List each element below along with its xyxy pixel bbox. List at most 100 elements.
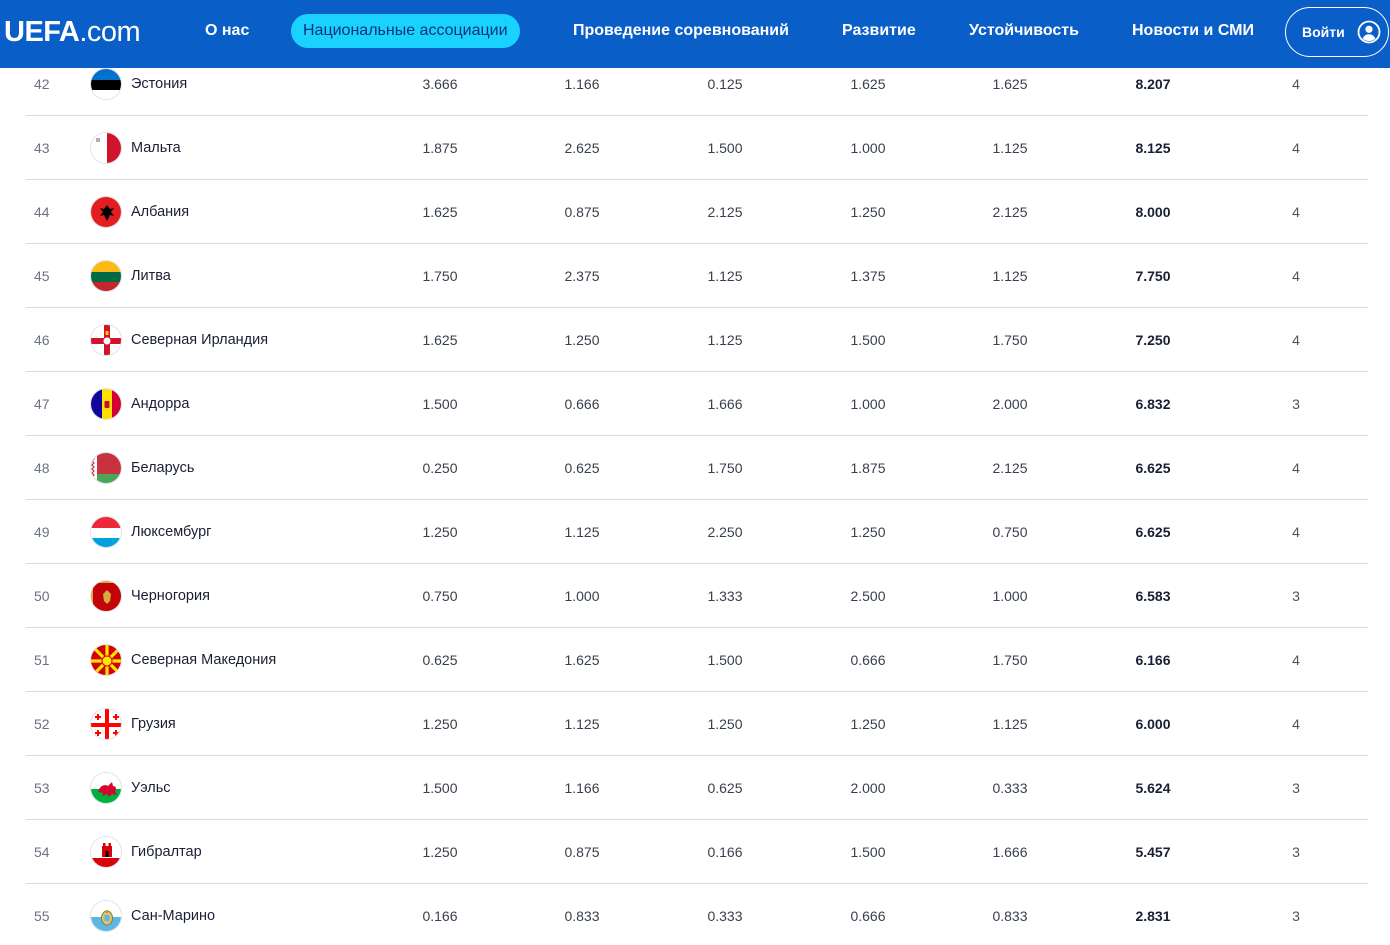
- score-cell-1: 1.625: [422, 204, 458, 220]
- table-row[interactable]: 53 Уэльс 1.500 1.166 0.625 2.000 0.333 5.624 3: [0, 756, 1390, 820]
- rank-cell: 47: [34, 396, 50, 412]
- score-cell-2: 0.625: [564, 460, 600, 476]
- table-row[interactable]: 46 Северная Ирландия 1.625 1.250 1.125 1.500 1…: [0, 308, 1390, 372]
- score-cell-5: 1.625: [992, 76, 1028, 92]
- country-name[interactable]: Мальта: [131, 140, 181, 156]
- country-name[interactable]: Эстония: [131, 76, 188, 92]
- nav-item-competitions[interactable]: Проведение соревнований: [573, 22, 789, 39]
- score-cell-2: 0.875: [564, 204, 600, 220]
- row-divider: [26, 691, 1368, 692]
- count-cell: 3: [1292, 588, 1300, 604]
- score-cell-2: 2.375: [564, 268, 600, 284]
- table-row[interactable]: 52 Грузия 1.250 1.125 1.250 1.250 1.125 6.000 4: [0, 692, 1390, 756]
- score-cell-2: 0.833: [564, 908, 600, 924]
- score-cell-2: 1.125: [564, 524, 600, 540]
- table-row[interactable]: 55 Сан-Марино 0.166 0.833 0.333 0.666 0.833 2.8…: [0, 884, 1390, 945]
- total-score-cell: 6.583: [1135, 588, 1171, 604]
- score-cell-1: 1.750: [422, 268, 458, 284]
- country-name[interactable]: Северная Ирландия: [131, 332, 269, 348]
- rank-cell: 46: [34, 332, 50, 348]
- score-cell-1: 1.500: [422, 396, 458, 412]
- nav-item-development[interactable]: Развитие: [842, 22, 916, 39]
- table-row[interactable]: 43 Мальта 1.875 2.625 1.500 1.000 1.125 8.125 4: [0, 116, 1390, 180]
- count-cell: 4: [1292, 268, 1300, 284]
- rank-cell: 51: [34, 652, 50, 668]
- table-row[interactable]: 45 Литва 1.750 2.375 1.125 1.375 1.125 7.750 4: [0, 244, 1390, 308]
- score-cell-5: 1.750: [992, 652, 1028, 668]
- total-score-cell: 5.624: [1135, 780, 1171, 796]
- country-name[interactable]: Северная Македония: [131, 652, 277, 668]
- login-button[interactable]: Войти: [1285, 7, 1389, 57]
- score-cell-5: 1.000: [992, 588, 1028, 604]
- gibraltar-flag-icon: [90, 836, 122, 868]
- malta-flag-icon: [90, 132, 122, 164]
- score-cell-3: 0.625: [707, 780, 743, 796]
- rank-cell: 49: [34, 524, 50, 540]
- row-divider: [26, 499, 1368, 500]
- north-macedonia-flag-icon: [90, 644, 122, 676]
- table-row[interactable]: 54 Гибралтар 1.250 0.875 0.166 1.500 1.666 5.45…: [0, 820, 1390, 884]
- score-cell-1: 1.250: [422, 844, 458, 860]
- score-cell-1: 1.625: [422, 332, 458, 348]
- nav-item-national-associations[interactable]: Национальные ассоциации: [291, 14, 520, 48]
- score-cell-3: 1.250: [707, 716, 743, 732]
- score-cell-5: 1.125: [992, 268, 1028, 284]
- country-name[interactable]: Гибралтар: [131, 844, 202, 860]
- count-cell: 4: [1292, 332, 1300, 348]
- total-score-cell: 7.250: [1135, 332, 1171, 348]
- score-cell-1: 1.500: [422, 780, 458, 796]
- nav-item-about[interactable]: О нас: [205, 22, 250, 39]
- rank-cell: 44: [34, 204, 50, 220]
- score-cell-2: 0.666: [564, 396, 600, 412]
- table-row[interactable]: 42 Эстония 3.666 1.166 0.125 1.625 1.625 8.207 4: [0, 52, 1390, 116]
- uefa-logo[interactable]: UEFA.com: [4, 16, 141, 48]
- country-name[interactable]: Сан-Марино: [131, 908, 216, 924]
- table-row[interactable]: 44 Албания 1.625 0.875 2.125 1.250 2.125 8.000 4: [0, 180, 1390, 244]
- score-cell-3: 1.125: [707, 268, 743, 284]
- country-name[interactable]: Литва: [131, 268, 171, 284]
- table-row[interactable]: 50 Черногория 0.750 1.000 1.333 2.500 1.000 6.5…: [0, 564, 1390, 628]
- table-row[interactable]: 49 Люксембург 1.250 1.125 2.250 1.250 0.750 6.6…: [0, 500, 1390, 564]
- country-name[interactable]: Люксембург: [131, 524, 212, 540]
- wales-flag-icon: [90, 772, 122, 804]
- total-score-cell: 6.832: [1135, 396, 1171, 412]
- count-cell: 4: [1292, 652, 1300, 668]
- rank-cell: 52: [34, 716, 50, 732]
- table-row[interactable]: 48 Беларусь 0.250 0.625 1.750 1.875 2.125 6.625…: [0, 436, 1390, 500]
- country-name[interactable]: Албания: [131, 204, 190, 220]
- table-row[interactable]: 51 Северная Македония 0.625 1.625 1.500 0.666…: [0, 628, 1390, 692]
- country-name[interactable]: Уэльс: [131, 780, 171, 796]
- score-cell-5: 1.125: [992, 140, 1028, 156]
- montenegro-flag-icon: [90, 580, 122, 612]
- score-cell-4: 1.250: [850, 204, 886, 220]
- rank-cell: 42: [34, 76, 50, 92]
- row-divider: [26, 563, 1368, 564]
- rank-cell: 50: [34, 588, 50, 604]
- score-cell-1: 0.166: [422, 908, 458, 924]
- score-cell-2: 2.625: [564, 140, 600, 156]
- rank-cell: 55: [34, 908, 50, 924]
- score-cell-1: 0.750: [422, 588, 458, 604]
- country-name[interactable]: Грузия: [131, 716, 176, 732]
- score-cell-3: 0.125: [707, 76, 743, 92]
- row-divider: [26, 243, 1368, 244]
- score-cell-3: 1.500: [707, 652, 743, 668]
- nav-item-news-media[interactable]: Новости и СМИ: [1132, 22, 1254, 39]
- total-score-cell: 7.750: [1135, 268, 1171, 284]
- nav-item-sustainability[interactable]: Устойчивость: [969, 22, 1079, 39]
- country-name[interactable]: Андорра: [131, 396, 190, 412]
- count-cell: 4: [1292, 204, 1300, 220]
- country-name[interactable]: Беларусь: [131, 460, 195, 476]
- score-cell-5: 0.833: [992, 908, 1028, 924]
- score-cell-1: 0.250: [422, 460, 458, 476]
- count-cell: 3: [1292, 908, 1300, 924]
- country-name[interactable]: Черногория: [131, 588, 210, 604]
- count-cell: 3: [1292, 780, 1300, 796]
- rank-cell: 45: [34, 268, 50, 284]
- table-row[interactable]: 47 Андорра 1.500 0.666 1.666 1.000 2.000 6.832 3: [0, 372, 1390, 436]
- andorra-flag-icon: [90, 388, 122, 420]
- score-cell-3: 1.666: [707, 396, 743, 412]
- san-marino-flag-icon: [90, 900, 122, 932]
- score-cell-3: 1.500: [707, 140, 743, 156]
- score-cell-2: 0.875: [564, 844, 600, 860]
